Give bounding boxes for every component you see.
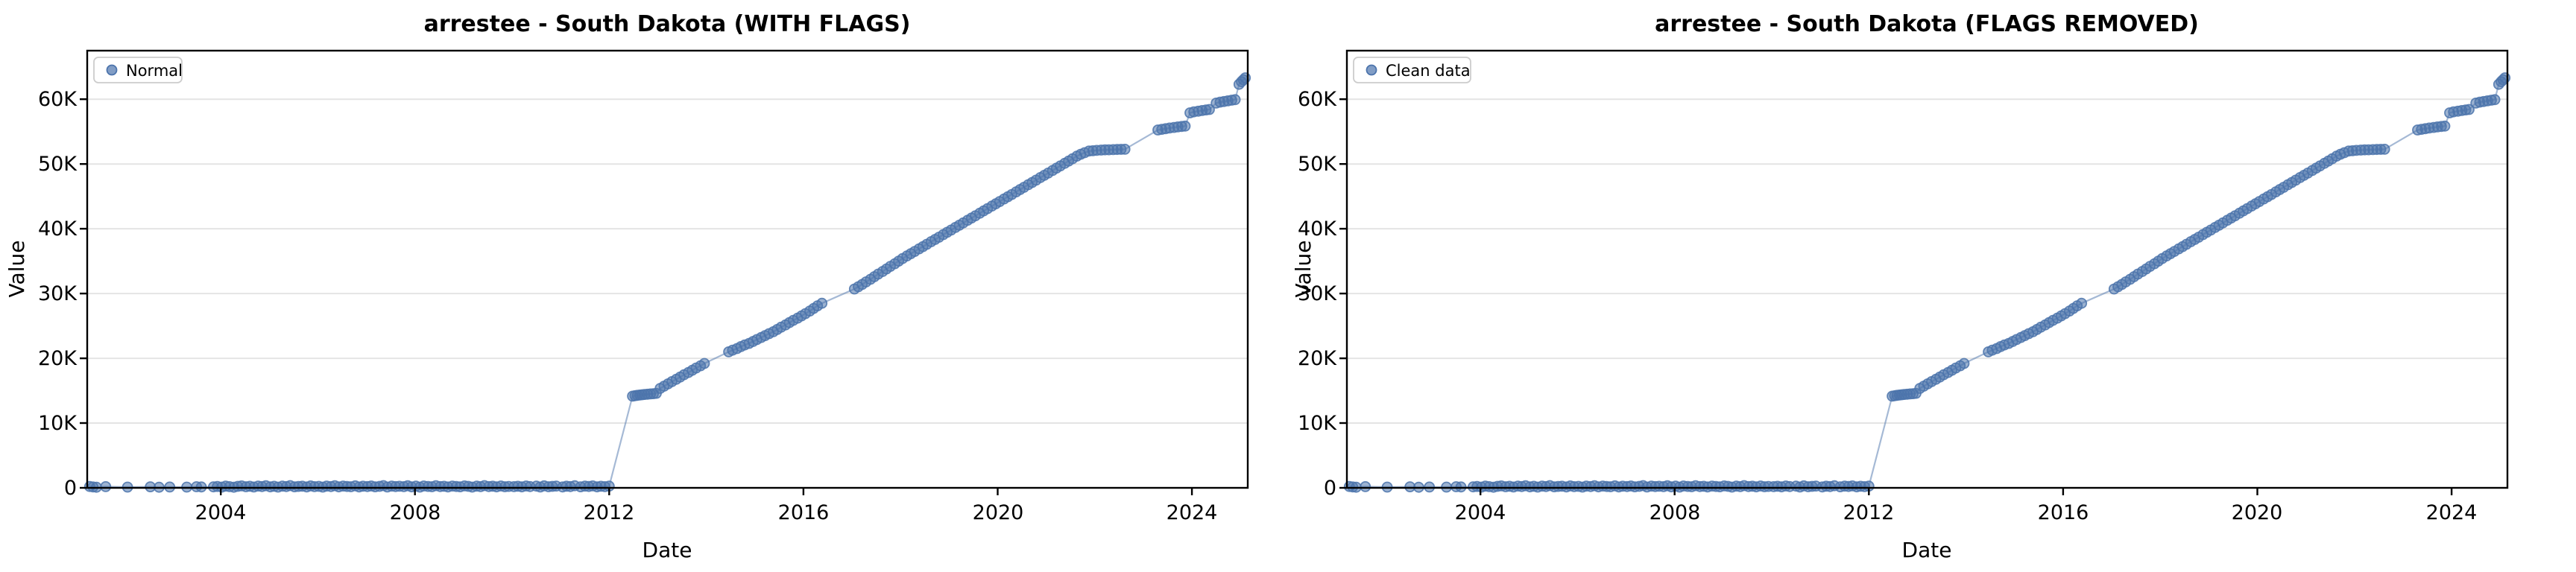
data-point — [1179, 120, 1191, 132]
chart-with-flags: arrestee - South Dakota (WITH FLAGS) Date… — [4, 11, 1251, 562]
x-tick-label: 2004 — [195, 501, 247, 524]
y-tick-label: 60K — [1298, 88, 1337, 111]
right-x-axis-label: Date — [1902, 538, 1952, 562]
data-point — [2499, 72, 2511, 83]
x-tick-label: 2004 — [1455, 501, 1506, 524]
right-legend-label: Clean data — [1386, 62, 1471, 80]
left-legend-label: Normal — [126, 62, 183, 80]
y-tick-label: 0 — [64, 477, 77, 500]
data-point — [2076, 297, 2088, 309]
y-tick-label: 10K — [38, 412, 78, 435]
data-point — [698, 358, 710, 369]
left-chart-title: arrestee - South Dakota (WITH FLAGS) — [424, 11, 911, 37]
legend-marker — [106, 64, 118, 76]
data-point — [1958, 358, 1970, 369]
right-plot-area — [1339, 49, 2511, 495]
y-tick-label: 0 — [1324, 477, 1336, 500]
chart-flags-removed: arrestee - South Dakota (FLAGS REMOVED) D… — [1288, 0, 2576, 572]
right-chart-svg: arrestee - South Dakota (FLAGS REMOVED) D… — [1291, 11, 2511, 562]
left-x-axis-label: Date — [643, 538, 692, 562]
x-tick-label: 2012 — [584, 501, 635, 524]
y-tick-label: 10K — [1298, 412, 1337, 435]
left-chart-svg: arrestee - South Dakota (WITH FLAGS) Date… — [4, 11, 1251, 562]
data-point — [1360, 481, 1371, 492]
legend-marker — [1366, 64, 1377, 76]
x-tick-label: 2016 — [2038, 501, 2089, 524]
y-tick-label: 20K — [38, 347, 78, 370]
y-tick-label: 30K — [1298, 282, 1337, 305]
y-tick-label: 60K — [38, 88, 78, 111]
x-tick-label: 2024 — [1167, 501, 1218, 524]
y-tick-label: 50K — [1298, 153, 1337, 176]
x-tick-label: 2024 — [2426, 501, 2478, 524]
x-tick-label: 2016 — [778, 501, 830, 524]
x-tick-label: 2020 — [973, 501, 1024, 524]
series-line — [89, 77, 1246, 489]
data-point — [100, 481, 112, 492]
right-chart-title: arrestee - South Dakota (FLAGS REMOVED) — [1655, 11, 2199, 37]
left-y-axis-label: Value — [4, 241, 29, 298]
x-tick-label: 2008 — [1650, 501, 1701, 524]
data-point — [1229, 94, 1241, 106]
x-tick-label: 2020 — [2232, 501, 2283, 524]
data-point — [2439, 120, 2451, 132]
y-tick-label: 50K — [38, 153, 78, 176]
left-plot-area — [80, 49, 1251, 495]
right-y-axis-label: Value — [1291, 241, 1316, 298]
data-point — [2463, 104, 2475, 115]
y-tick-label: 40K — [38, 217, 78, 241]
data-point — [1204, 104, 1215, 115]
data-point — [2378, 143, 2390, 155]
data-point — [816, 297, 828, 309]
legend-box — [93, 57, 183, 83]
y-tick-label: 20K — [1298, 347, 1337, 370]
plot-border — [86, 49, 1249, 489]
x-tick-label: 2012 — [1843, 501, 1895, 524]
data-point — [1240, 72, 1251, 83]
data-point — [2489, 94, 2501, 106]
plot-border — [1345, 49, 2509, 489]
series-line — [1349, 77, 2506, 489]
data-point — [1119, 143, 1131, 155]
x-tick-label: 2008 — [390, 501, 441, 524]
legend-box — [1353, 57, 1471, 83]
y-tick-label: 30K — [38, 282, 78, 305]
y-tick-label: 40K — [1298, 217, 1337, 241]
